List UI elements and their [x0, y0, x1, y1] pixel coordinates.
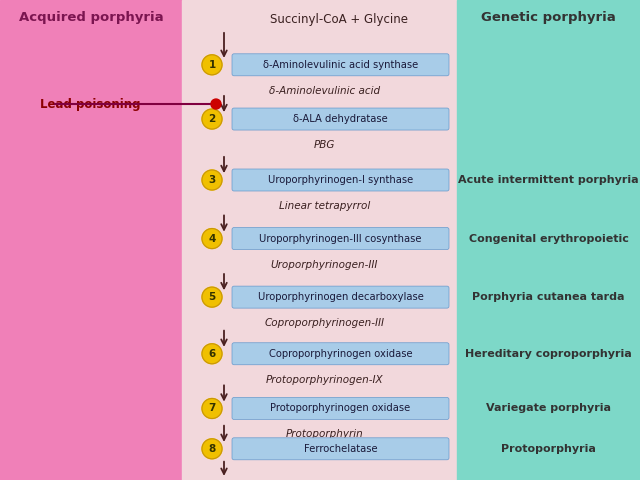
FancyBboxPatch shape: [232, 397, 449, 420]
Text: Uroporphyrinogen-III cosynthase: Uroporphyrinogen-III cosynthase: [259, 234, 422, 243]
FancyBboxPatch shape: [232, 54, 449, 76]
Bar: [457, 0, 640, 480]
Text: δ-Aminolevulinic acid: δ-Aminolevulinic acid: [269, 86, 380, 96]
Text: Acute intermittent porphyria: Acute intermittent porphyria: [458, 175, 639, 185]
Text: 7: 7: [208, 404, 216, 413]
Text: 8: 8: [209, 444, 216, 454]
FancyBboxPatch shape: [232, 343, 449, 365]
Text: Linear tetrapyrrol: Linear tetrapyrrol: [279, 201, 370, 211]
FancyBboxPatch shape: [232, 438, 449, 460]
Text: Protoporphyrin: Protoporphyrin: [285, 430, 364, 440]
Text: Protoporphyrinogen-IX: Protoporphyrinogen-IX: [266, 375, 383, 385]
Text: Acquired porphyria: Acquired porphyria: [19, 12, 163, 24]
FancyBboxPatch shape: [232, 169, 449, 191]
Text: 1: 1: [209, 60, 216, 70]
Text: Genetic porphyria: Genetic porphyria: [481, 12, 616, 24]
FancyBboxPatch shape: [232, 108, 449, 130]
Text: δ-ALA dehydratase: δ-ALA dehydratase: [293, 114, 388, 124]
Text: 4: 4: [208, 234, 216, 243]
Circle shape: [202, 344, 222, 364]
Text: Variegate porphyria: Variegate porphyria: [486, 404, 611, 413]
Circle shape: [202, 287, 222, 307]
Text: 3: 3: [209, 175, 216, 185]
Text: Protoporphyrinogen oxidase: Protoporphyrinogen oxidase: [270, 404, 411, 413]
Text: 6: 6: [209, 349, 216, 359]
Circle shape: [202, 55, 222, 75]
Text: Coproporphyrinogen oxidase: Coproporphyrinogen oxidase: [269, 349, 412, 359]
Text: Coproporphyrinogen-III: Coproporphyrinogen-III: [264, 318, 385, 328]
Circle shape: [202, 170, 222, 190]
Text: Hereditary coproporphyria: Hereditary coproporphyria: [465, 349, 632, 359]
FancyBboxPatch shape: [232, 286, 449, 308]
Text: Lead poisoning: Lead poisoning: [40, 97, 140, 110]
Circle shape: [211, 99, 221, 109]
Bar: [0, 0, 182, 480]
Text: Uroporphyrinogen-I synthase: Uroporphyrinogen-I synthase: [268, 175, 413, 185]
Text: 2: 2: [209, 114, 216, 124]
Text: Congenital erythropoietic: Congenital erythropoietic: [468, 234, 628, 243]
FancyBboxPatch shape: [232, 228, 449, 250]
Circle shape: [202, 439, 222, 459]
Text: Uroporphyrinogen decarboxylase: Uroporphyrinogen decarboxylase: [257, 292, 424, 302]
Circle shape: [202, 109, 222, 129]
Text: δ-Aminolevulinic acid synthase: δ-Aminolevulinic acid synthase: [263, 60, 418, 70]
Bar: [182, 0, 457, 480]
Text: Uroporphyrinogen-III: Uroporphyrinogen-III: [271, 260, 378, 270]
Circle shape: [202, 398, 222, 419]
Text: Porphyria cutanea tarda: Porphyria cutanea tarda: [472, 292, 625, 302]
Circle shape: [202, 228, 222, 249]
Text: 5: 5: [209, 292, 216, 302]
Text: PBG: PBG: [314, 140, 335, 150]
Text: Protoporphyria: Protoporphyria: [501, 444, 596, 454]
Text: Succinyl-CoA + Glycine: Succinyl-CoA + Glycine: [271, 13, 408, 26]
Text: Ferrochelatase: Ferrochelatase: [304, 444, 378, 454]
